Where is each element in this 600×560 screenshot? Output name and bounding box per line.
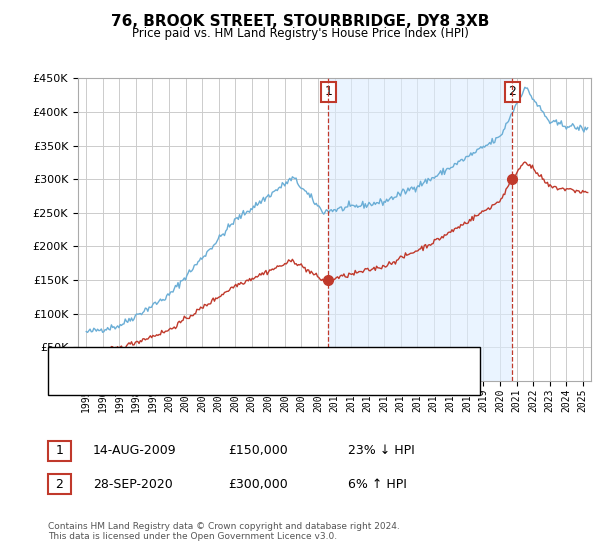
Text: 2: 2: [508, 85, 517, 99]
Text: 1: 1: [324, 85, 332, 99]
Text: £150,000: £150,000: [228, 444, 288, 458]
Text: 2: 2: [55, 478, 64, 491]
Text: 76, BROOK STREET, STOURBRIDGE, DY8 3XB: 76, BROOK STREET, STOURBRIDGE, DY8 3XB: [111, 14, 489, 29]
Text: £300,000: £300,000: [228, 478, 288, 491]
Text: 6% ↑ HPI: 6% ↑ HPI: [348, 478, 407, 491]
Text: 1: 1: [55, 444, 64, 458]
Text: Contains HM Land Registry data © Crown copyright and database right 2024.
This d: Contains HM Land Registry data © Crown c…: [48, 522, 400, 542]
Bar: [328, 78, 512, 381]
Text: 76, BROOK STREET, STOURBRIDGE, DY8 3XB (detached house): 76, BROOK STREET, STOURBRIDGE, DY8 3XB (…: [95, 357, 446, 366]
Text: Price paid vs. HM Land Registry's House Price Index (HPI): Price paid vs. HM Land Registry's House …: [131, 27, 469, 40]
Text: HPI: Average price, detached house, Dudley: HPI: Average price, detached house, Dudl…: [95, 376, 341, 386]
Text: 28-SEP-2020: 28-SEP-2020: [93, 478, 173, 491]
Text: 23% ↓ HPI: 23% ↓ HPI: [348, 444, 415, 458]
Text: 14-AUG-2009: 14-AUG-2009: [93, 444, 176, 458]
